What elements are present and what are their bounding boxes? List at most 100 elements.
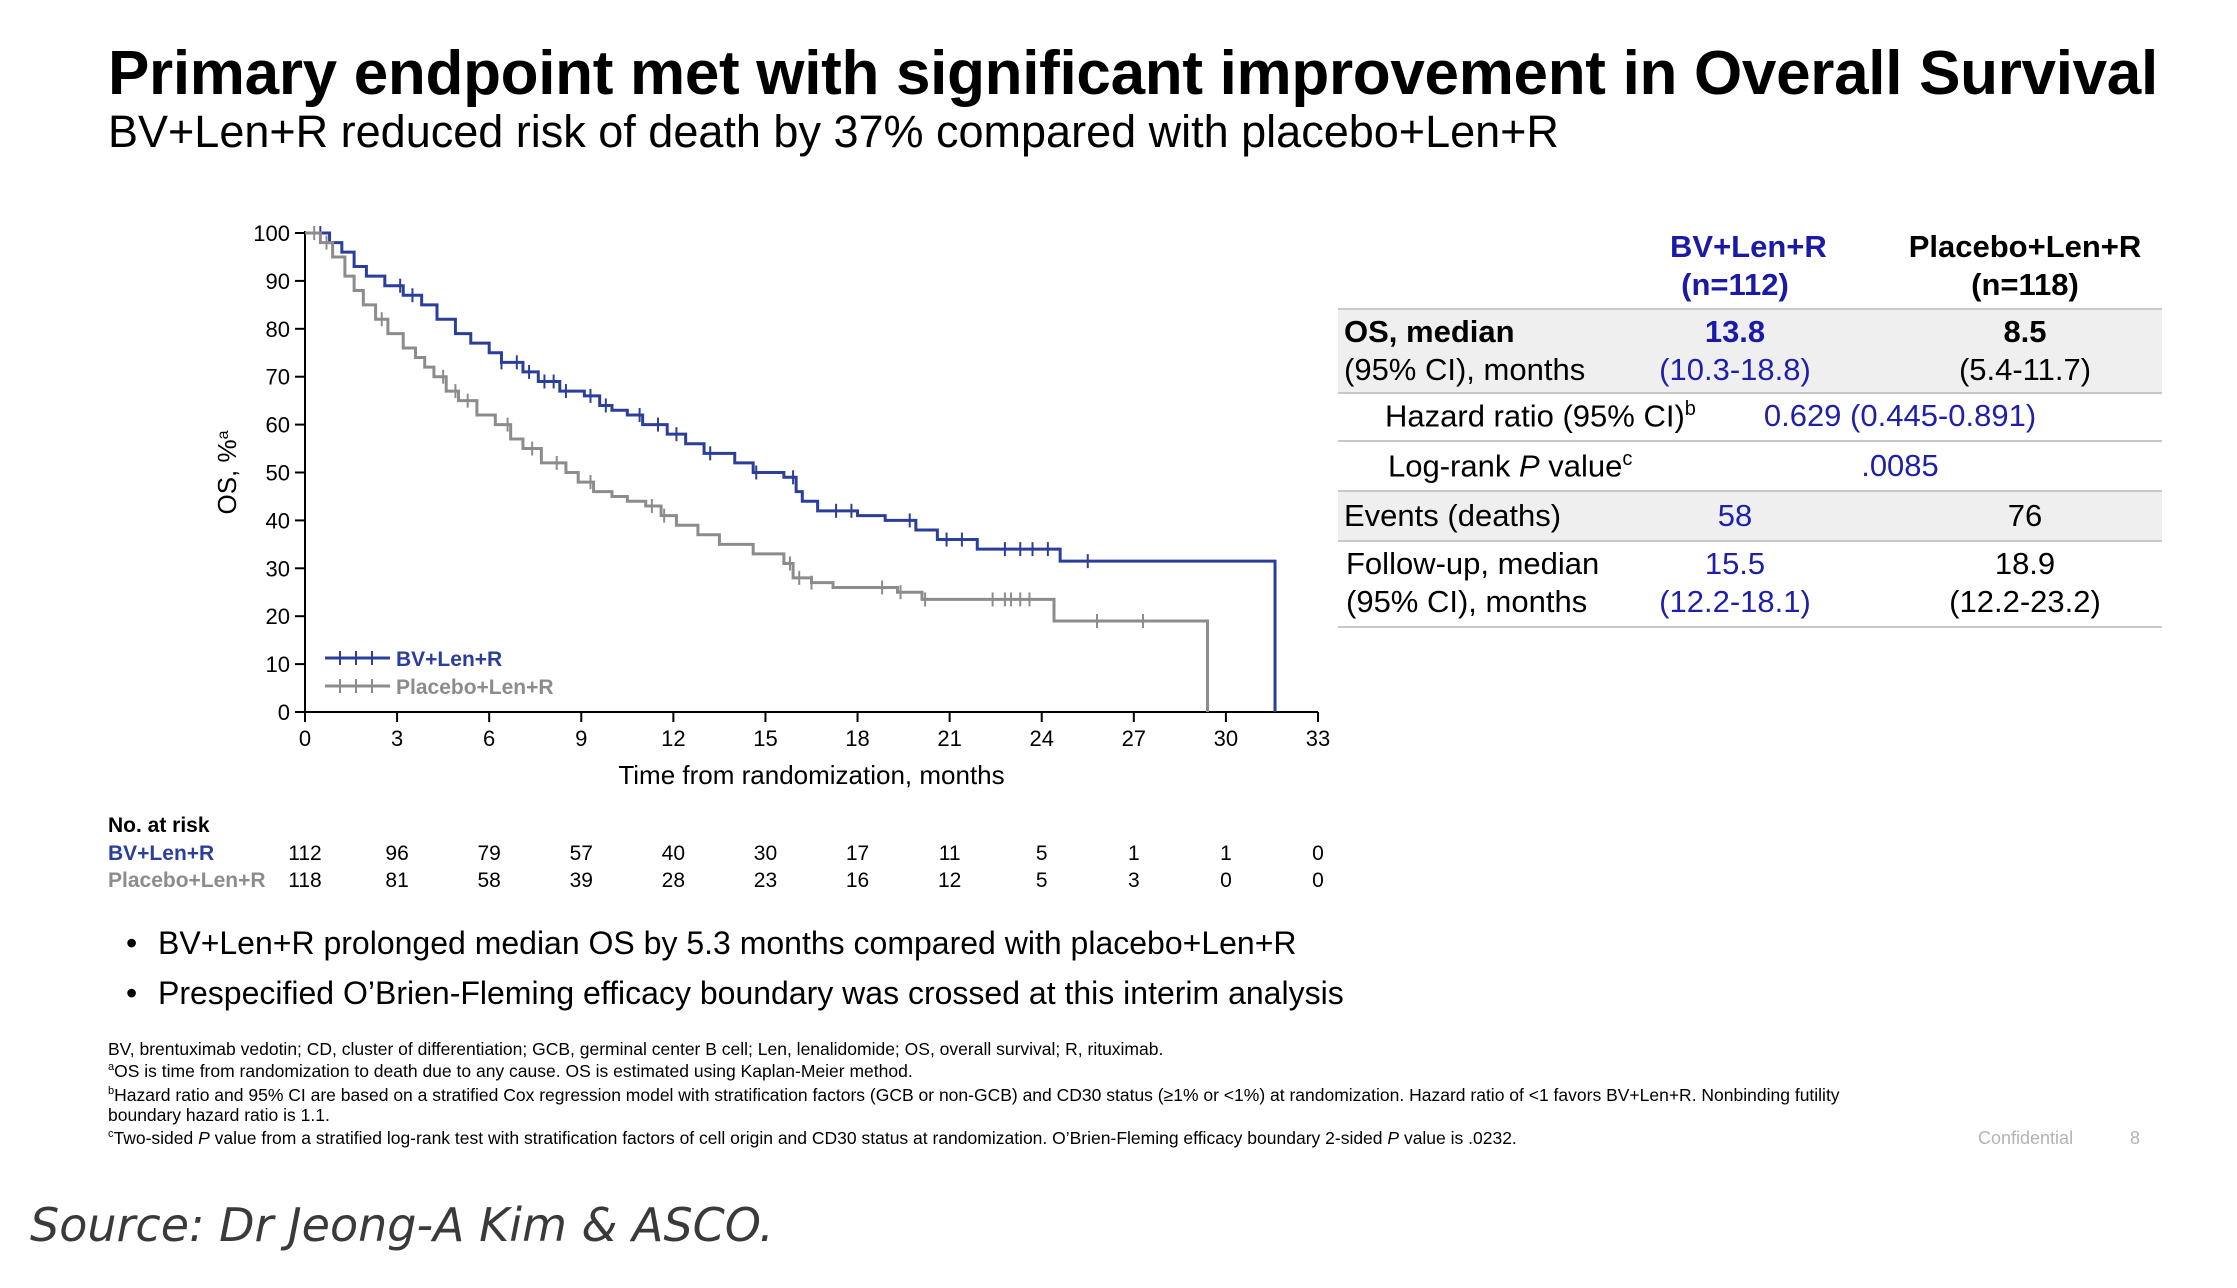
y-tick-label: 0 — [278, 700, 290, 725]
os-bv-ci: (10.3-18.8) — [1659, 352, 1811, 387]
bullet-dot: • — [126, 975, 138, 1011]
y-axis-label: OS, %a — [212, 430, 242, 514]
events-label: Events (deaths) — [1344, 498, 1562, 533]
at-risk-value-bv: 79 — [478, 842, 501, 865]
footnote-b-text: Hazard ratio and 95% CI are based on a s… — [114, 1085, 1840, 1105]
x-tick-label: 33 — [1306, 726, 1330, 751]
legend-label-bv: BV+Len+R — [396, 648, 502, 671]
footnote-a-sup: a — [108, 1061, 115, 1074]
followup-label: Follow-up, median — [1346, 546, 1600, 581]
followup-bv-ci: (12.2-18.1) — [1659, 584, 1811, 619]
x-tick-label: 27 — [1122, 726, 1146, 751]
events-bv: 58 — [1717, 498, 1753, 533]
x-tick-label: 3 — [391, 726, 403, 751]
hr-sup: b — [1684, 398, 1696, 420]
y-tick-label: 30 — [266, 556, 290, 581]
at-risk-value-placebo: 58 — [478, 869, 501, 892]
bullet-dot: • — [126, 925, 138, 961]
hr-label-text: Hazard ratio (95% CI) — [1385, 398, 1685, 434]
hr-value: 0.629 (0.445-0.891) — [1763, 398, 2037, 433]
footnote-c-mid: value from a stratified log-rank test wi… — [209, 1128, 1388, 1148]
at-risk-value-placebo: 39 — [570, 869, 593, 892]
footnote-c-pre: Two-sided — [113, 1128, 199, 1148]
page-subtitle: BV+Len+R reduced risk of death by 37% co… — [108, 106, 1559, 157]
logrank-p: P — [1518, 448, 1540, 484]
footnote-abbrev: BV, brentuximab vedotin; CD, cluster of … — [108, 1039, 1164, 1059]
y-tick-label: 50 — [266, 461, 290, 486]
x-tick-label: 24 — [1029, 726, 1053, 751]
at-risk-value-bv: 112 — [288, 842, 321, 865]
at-risk-label-placebo: Placebo+Len+R — [108, 869, 266, 892]
followup-placebo: 18.9 — [1994, 546, 2056, 581]
at-risk-value-placebo: 81 — [385, 869, 408, 892]
y-tick-label: 80 — [266, 317, 290, 342]
os-placebo-ci: (5.4-11.7) — [1958, 352, 2092, 387]
at-risk-value-bv: 57 — [570, 842, 593, 865]
x-tick-label: 9 — [575, 726, 587, 751]
table-header-placebo-n: (n=118) — [1971, 267, 2079, 302]
footnote-c-sup: c — [108, 1128, 114, 1141]
footnote-b-cont: boundary hazard ratio is 1.1. — [108, 1105, 330, 1125]
os-placebo-value: 8.5 — [2003, 314, 2047, 349]
bullet-item: • BV+Len+R prolonged median OS by 5.3 mon… — [120, 925, 1344, 963]
at-risk-value-placebo: 23 — [754, 869, 777, 892]
at-risk-value-bv: 5 — [1036, 842, 1048, 865]
at-risk-value-bv: 1 — [1128, 842, 1140, 865]
hr-label: Hazard ratio (95% CI)b — [1385, 398, 1696, 434]
at-risk-value-placebo: 0 — [1220, 869, 1232, 892]
logrank-label: Log-rank P valuec — [1388, 448, 1632, 484]
at-risk-value-placebo: 0 — [1312, 869, 1324, 892]
at-risk-value-bv: 40 — [662, 842, 685, 865]
os-bv-value: 13.8 — [1704, 314, 1766, 349]
footnote-c-p2: P — [1387, 1128, 1400, 1148]
bullet-text: BV+Len+R prolonged median OS by 5.3 mont… — [158, 925, 1297, 961]
y-tick-label: 60 — [266, 413, 290, 438]
table-divider — [1338, 490, 2162, 492]
at-risk-value-placebo: 16 — [846, 869, 869, 892]
page-title: Primary endpoint met with significant im… — [108, 39, 2158, 108]
source-caption: Source: Dr Jeong-A Kim & ASCO. — [30, 1198, 774, 1252]
x-tick-label: 0 — [299, 726, 311, 751]
logrank-label-pre: Log-rank — [1388, 448, 1519, 484]
bullet-list: • BV+Len+R prolonged median OS by 5.3 mon… — [120, 925, 1344, 1025]
at-risk-value-placebo: 12 — [938, 869, 961, 892]
at-risk-value-bv: 96 — [385, 842, 408, 865]
at-risk-value-bv: 1 — [1220, 842, 1232, 865]
followup-placebo-ci: (12.2-23.2) — [1949, 584, 2101, 619]
table-row-os — [1338, 310, 2162, 392]
at-risk-value-bv: 17 — [846, 842, 869, 865]
at-risk-value-placebo: 5 — [1036, 869, 1048, 892]
table-header-placebo: Placebo+Len+R (n=118) — [1900, 228, 2150, 304]
logrank-label-post: value — [1539, 448, 1623, 484]
y-tick-label: 40 — [266, 508, 290, 533]
bullet-text: Prespecified O’Brien-Fleming efficacy bo… — [158, 975, 1344, 1011]
at-risk-label-bv: BV+Len+R — [108, 842, 214, 865]
footnote-b: bHazard ratio and 95% CI are based on a … — [108, 1085, 1840, 1106]
at-risk-value-placebo: 28 — [662, 869, 685, 892]
table-divider — [1338, 626, 2162, 628]
table-divider — [1338, 540, 2162, 542]
y-tick-label: 90 — [266, 269, 290, 294]
km-curve-bv — [305, 231, 1277, 712]
at-risk-value-bv: 30 — [754, 842, 777, 865]
x-tick-label: 15 — [753, 726, 777, 751]
bullet-item: • Prespecified O’Brien-Fleming efficacy b… — [120, 975, 1344, 1013]
y-tick-label: 10 — [266, 652, 290, 677]
y-tick-label: 70 — [266, 365, 290, 390]
at-risk-value-bv: 11 — [939, 842, 961, 865]
table-header-bv: BV+Len+R (n=112) — [1670, 228, 1827, 304]
table-header-bv-n: (n=112) — [1681, 267, 1789, 302]
table-divider — [1338, 440, 2162, 442]
confidential-label: Confidential — [1978, 1128, 2074, 1148]
os-sublabel: (95% CI), months — [1344, 352, 1586, 387]
y-tick-label: 20 — [266, 604, 290, 629]
footnote-c-p: P — [198, 1128, 210, 1148]
followup-sublabel: (95% CI), months — [1346, 584, 1588, 619]
footnote-c-post: value is .0232. — [1399, 1128, 1517, 1148]
footnote-c: cTwo-sided P value from a stratified log… — [108, 1128, 1517, 1149]
x-tick-label: 21 — [937, 726, 961, 751]
x-tick-label: 12 — [661, 726, 685, 751]
table-divider — [1338, 392, 2162, 394]
footnote-b-sup: b — [108, 1085, 115, 1098]
